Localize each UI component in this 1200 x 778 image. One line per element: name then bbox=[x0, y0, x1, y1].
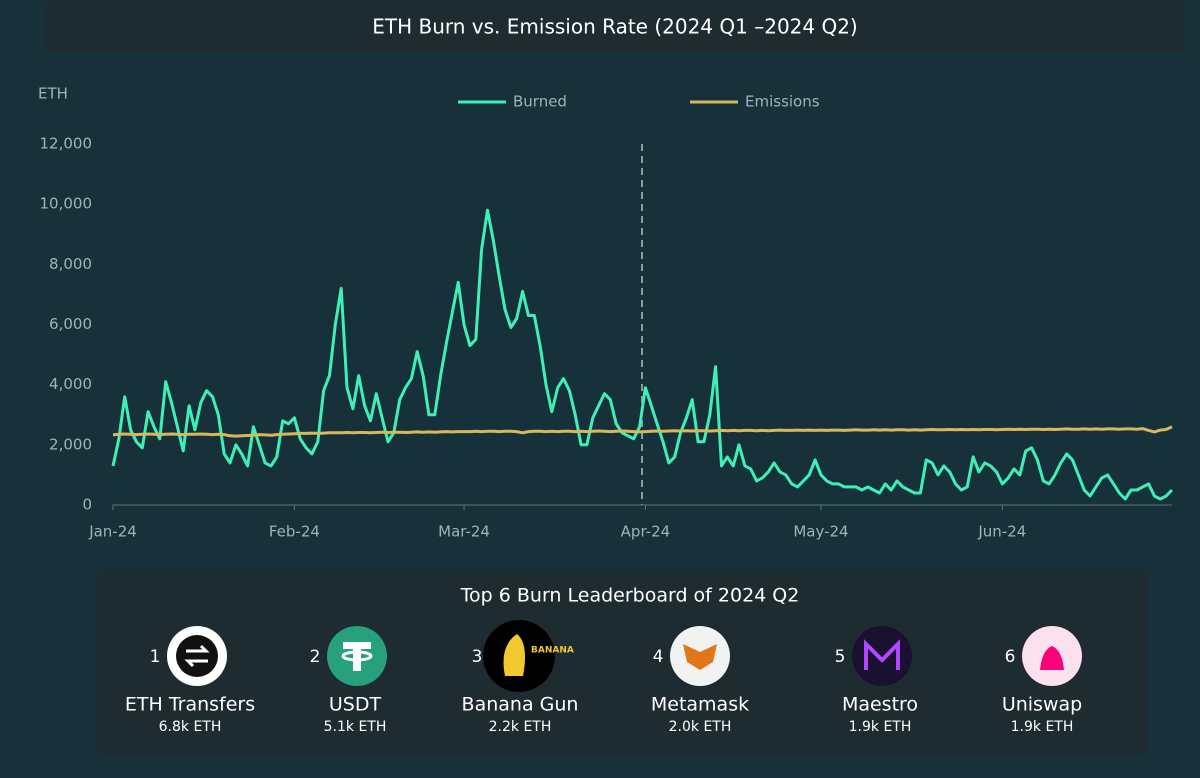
x-tick-label: Mar-24 bbox=[438, 523, 490, 541]
item-amount: 6.8k ETH bbox=[159, 719, 222, 735]
leaderboard-panel bbox=[97, 570, 1148, 755]
icon-text: BANANA bbox=[531, 646, 574, 656]
y-tick-label: 4,000 bbox=[49, 375, 92, 393]
x-tick-label: Jun-24 bbox=[977, 523, 1026, 541]
rank: 3 bbox=[472, 647, 483, 667]
item-name: Maestro bbox=[842, 694, 918, 716]
x-tick-label: May-24 bbox=[793, 523, 848, 541]
item-name: Metamask bbox=[651, 694, 749, 716]
y-tick-label: 2,000 bbox=[49, 435, 92, 453]
chart-title: ETH Burn vs. Emission Rate (2024 Q1 –202… bbox=[372, 15, 858, 39]
legend-label: Emissions bbox=[745, 93, 820, 111]
rank: 2 bbox=[310, 647, 321, 667]
icon-banana-gun: BANANA bbox=[483, 620, 574, 692]
icon-maestro bbox=[852, 626, 912, 686]
legend-label: Burned bbox=[513, 93, 567, 111]
title-bar bbox=[45, 0, 1185, 52]
item-name: ETH Transfers bbox=[125, 694, 255, 716]
rank: 4 bbox=[653, 647, 664, 667]
x-tick-label: Jan-24 bbox=[88, 523, 137, 541]
item-amount: 5.1k ETH bbox=[324, 719, 387, 735]
rank: 5 bbox=[835, 647, 846, 667]
item-amount: 1.9k ETH bbox=[1011, 719, 1074, 735]
item-amount: 1.9k ETH bbox=[849, 719, 912, 735]
y-tick-label: 10,000 bbox=[40, 195, 93, 213]
rank: 1 bbox=[150, 647, 161, 667]
y-tick-label: 8,000 bbox=[49, 255, 92, 273]
icon-metamask bbox=[670, 626, 730, 686]
y-axis-label: ETH bbox=[38, 85, 68, 103]
item-name: USDT bbox=[329, 694, 382, 716]
item-name: Uniswap bbox=[1002, 694, 1082, 716]
x-tick-label: Apr-24 bbox=[621, 523, 671, 541]
leaderboard-title: Top 6 Burn Leaderboard of 2024 Q2 bbox=[460, 585, 800, 607]
icon-uniswap bbox=[1022, 626, 1082, 686]
y-tick-label: 6,000 bbox=[49, 315, 92, 333]
icon-usdt bbox=[327, 626, 387, 686]
series-line bbox=[112, 425, 1173, 438]
item-name: Banana Gun bbox=[462, 694, 579, 716]
x-tick-label: Feb-24 bbox=[269, 523, 320, 541]
icon-eth-transfers bbox=[167, 626, 227, 686]
item-amount: 2.0k ETH bbox=[669, 719, 732, 735]
item-amount: 2.2k ETH bbox=[489, 719, 552, 735]
plot: 0 2,000 4,000 6,000 8,000 10,000 12,000 Jan-24 F… bbox=[40, 93, 1174, 541]
series-line bbox=[111, 208, 1174, 501]
y-tick-label: 12,000 bbox=[40, 135, 93, 153]
y-tick-label: 0 bbox=[82, 496, 92, 514]
rank: 6 bbox=[1005, 647, 1016, 667]
